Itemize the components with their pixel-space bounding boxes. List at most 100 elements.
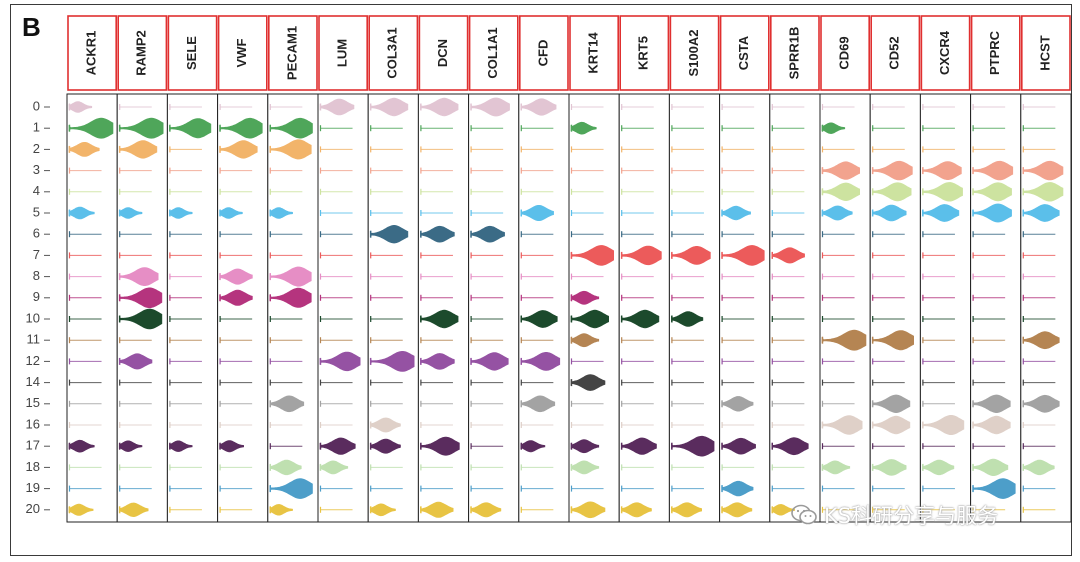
violin-shape xyxy=(420,225,455,243)
violin-shape xyxy=(68,101,93,113)
violin-shape xyxy=(169,118,212,139)
violin-shape xyxy=(520,351,561,371)
cluster-tick-label: 15 xyxy=(26,395,40,410)
violin-shape xyxy=(68,503,94,516)
gene-header-box xyxy=(669,15,720,91)
gene-panel xyxy=(417,93,470,523)
cluster-tick-label: 11 xyxy=(27,332,41,347)
violin-shape xyxy=(68,206,95,220)
gene-label: S100A2 xyxy=(686,30,701,77)
violin-shape xyxy=(821,182,861,202)
violin-shape xyxy=(871,394,911,414)
cluster-tick-label: 2 xyxy=(33,141,40,156)
violin-shape xyxy=(570,460,600,475)
gene-label: RAMP2 xyxy=(134,30,149,76)
violin-shape xyxy=(269,478,313,499)
gene-label: CSTA xyxy=(736,35,751,70)
gene-header-box xyxy=(820,15,871,91)
violin-shape xyxy=(219,440,244,453)
violin-shape xyxy=(570,501,606,519)
violin-shape xyxy=(269,504,293,516)
gene-panel xyxy=(166,93,219,523)
violin-shape xyxy=(369,97,409,117)
violin-shape xyxy=(68,117,114,139)
violin-shape xyxy=(420,97,459,117)
violin-shape xyxy=(68,439,95,453)
cluster-tick-label: 20 xyxy=(26,501,40,516)
gene-panel xyxy=(568,93,620,523)
gene-label: SPRR1B xyxy=(786,27,801,80)
violin-shape xyxy=(369,503,396,517)
violin-shape xyxy=(269,287,312,308)
violin-shape xyxy=(570,439,600,454)
violin-shape xyxy=(972,394,1011,414)
violin-shape xyxy=(118,502,149,518)
violin-shape xyxy=(871,330,915,351)
violin-shape xyxy=(972,458,1009,477)
violin-shape xyxy=(721,245,765,266)
violin-shape xyxy=(972,203,1012,223)
cluster-tick-label: 9 xyxy=(33,289,40,304)
violin-shape xyxy=(671,502,703,518)
gene-label: HCST xyxy=(1037,35,1052,70)
violin-shape xyxy=(319,351,361,372)
watermark: KS科研分享与服务 xyxy=(790,500,998,530)
violin-shape xyxy=(1022,459,1055,476)
violin-shape xyxy=(520,395,556,413)
cluster-tick-label: 18 xyxy=(26,459,40,474)
violin-shape xyxy=(871,182,912,202)
violin-shape xyxy=(269,395,305,413)
violin-shape xyxy=(118,140,158,159)
gene-panel xyxy=(66,93,118,523)
violin-shape xyxy=(369,350,415,372)
gene-header-box xyxy=(67,15,118,91)
cluster-tick-label: 1 xyxy=(33,120,40,135)
gene-header-box xyxy=(518,15,569,91)
violin-shape xyxy=(118,117,164,139)
violin-shape xyxy=(420,501,454,518)
violin-shape xyxy=(620,245,662,266)
violin-shape xyxy=(671,435,715,457)
violin-shape xyxy=(821,205,853,221)
violin-shape xyxy=(671,246,711,265)
violin-shape xyxy=(570,374,606,391)
gene-header-box xyxy=(569,15,620,91)
gene-label: COL1A1 xyxy=(485,27,500,78)
violin-shape xyxy=(821,460,851,475)
gene-panel xyxy=(468,93,520,523)
violin-shape xyxy=(118,287,163,309)
gene-header-box xyxy=(318,15,369,91)
gene-panel xyxy=(819,93,871,523)
gene-label: ACKR1 xyxy=(84,31,99,76)
gene-label: KRT14 xyxy=(586,32,601,74)
gene-panel xyxy=(719,93,771,523)
violin-shape xyxy=(821,122,846,134)
gene-header-box xyxy=(619,15,670,91)
gene-header-box xyxy=(167,15,218,91)
violin-shape xyxy=(520,98,557,116)
wechat-icon xyxy=(791,504,817,525)
cluster-tick-label: 17 xyxy=(26,438,40,453)
violin-shape xyxy=(570,121,597,135)
violin-shape xyxy=(771,437,809,456)
gene-panel xyxy=(367,93,419,523)
violin-shape xyxy=(922,459,955,476)
gene-header-box xyxy=(769,15,820,91)
gene-panel xyxy=(267,93,319,523)
violin-shape xyxy=(1022,160,1064,181)
gene-label: PTPRC xyxy=(987,30,1002,75)
violin-shape xyxy=(620,502,652,518)
gene-header-box xyxy=(870,15,921,91)
gene-label: COL3A1 xyxy=(385,27,400,78)
gene-label: PECAM1 xyxy=(284,26,299,80)
gene-header-box xyxy=(468,15,519,91)
gene-panel xyxy=(970,93,1022,523)
violin-shape xyxy=(771,504,795,516)
gene-header-box xyxy=(920,15,971,91)
gene-panel xyxy=(618,93,670,523)
violin-shape xyxy=(219,140,258,159)
violin-shape xyxy=(570,333,600,348)
cluster-tick-label: 6 xyxy=(33,226,40,241)
violin-shape xyxy=(1022,331,1060,350)
violin-shape xyxy=(269,207,293,219)
